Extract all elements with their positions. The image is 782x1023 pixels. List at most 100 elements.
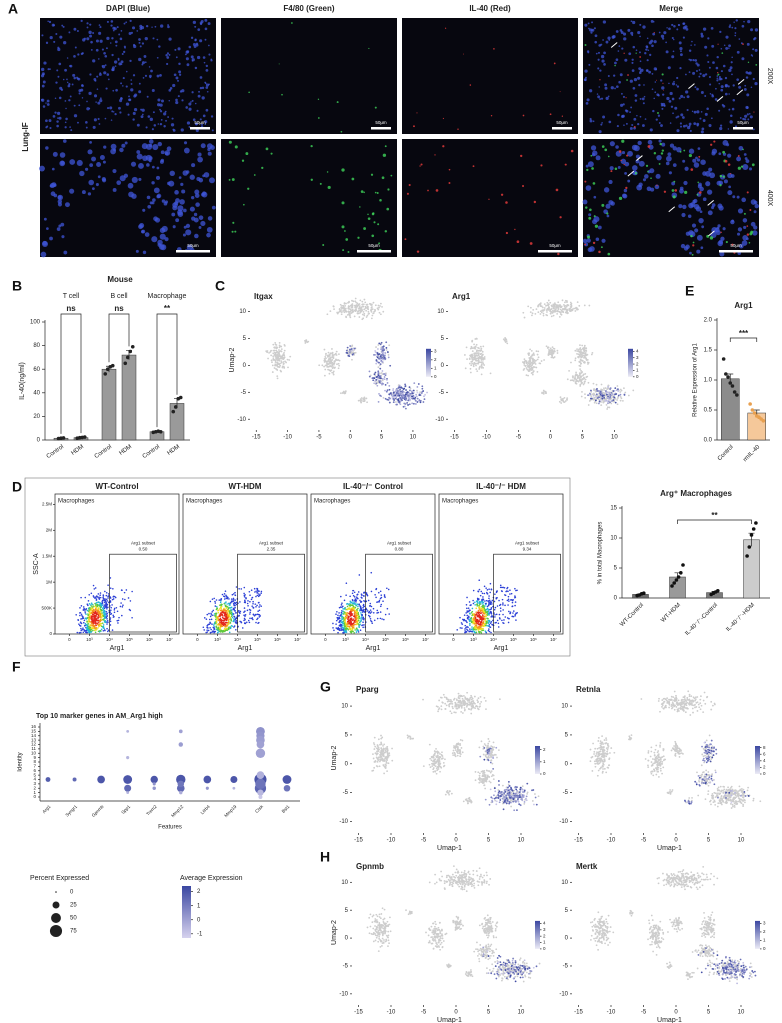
cell-spot bbox=[750, 221, 756, 227]
cell-spot bbox=[721, 103, 724, 107]
cell-point bbox=[358, 305, 361, 307]
cell-spot bbox=[667, 66, 671, 70]
cell-spot bbox=[634, 172, 638, 175]
cell-point bbox=[679, 708, 682, 710]
expressing-cell-point bbox=[408, 403, 411, 406]
expressing-cell-point bbox=[410, 397, 413, 400]
cell-spot bbox=[728, 108, 731, 111]
cell-spot bbox=[186, 63, 190, 67]
cell-point bbox=[620, 397, 623, 400]
cell-point bbox=[441, 751, 443, 754]
cell-spot bbox=[146, 163, 150, 167]
cell-spot bbox=[228, 140, 232, 144]
expressing-cell-point bbox=[513, 793, 516, 795]
cell-point bbox=[601, 741, 604, 744]
expressing-cell-point bbox=[423, 398, 426, 401]
cell-spot bbox=[672, 195, 676, 199]
data-point bbox=[103, 372, 108, 376]
cell-spot bbox=[597, 51, 601, 54]
arrow bbox=[707, 199, 714, 206]
cell-point bbox=[579, 365, 582, 368]
cell-spot bbox=[589, 117, 592, 121]
cell-point bbox=[435, 705, 438, 708]
cell-spot bbox=[754, 48, 758, 52]
expressing-cell-point bbox=[510, 786, 512, 789]
cell-point bbox=[610, 397, 613, 400]
expressing-cell-point bbox=[405, 389, 407, 391]
cell-spot bbox=[753, 200, 758, 205]
cell-point bbox=[585, 350, 588, 352]
cell-spot bbox=[696, 158, 701, 162]
cell-point bbox=[532, 308, 535, 311]
expressing-cell-point bbox=[374, 349, 377, 352]
cell-point bbox=[444, 793, 447, 796]
expressing-cell-point bbox=[589, 397, 592, 400]
cell-spot bbox=[163, 112, 167, 116]
cell-point bbox=[494, 753, 497, 756]
cell-spot bbox=[723, 179, 728, 184]
cell-point bbox=[605, 739, 608, 741]
cell-spot bbox=[605, 203, 611, 209]
cell-point bbox=[422, 765, 425, 768]
scale-bar bbox=[538, 250, 572, 253]
cell-point bbox=[563, 397, 566, 399]
cell-point bbox=[601, 770, 604, 773]
cell-spot bbox=[124, 141, 128, 145]
cell-spot bbox=[660, 124, 663, 127]
cell-point bbox=[377, 308, 380, 311]
x-tick-label: HDM bbox=[166, 444, 181, 457]
cell-spot bbox=[646, 37, 649, 40]
cell-spot bbox=[638, 67, 642, 71]
cell-point bbox=[471, 362, 474, 365]
cell-point bbox=[370, 306, 373, 309]
cell-spot bbox=[601, 59, 605, 63]
cell-spot bbox=[744, 118, 747, 121]
cell-point bbox=[576, 350, 579, 352]
expressing-cell-point bbox=[405, 393, 407, 396]
cell-spot bbox=[174, 48, 177, 51]
cell-spot bbox=[76, 77, 80, 80]
expressing-cell-point bbox=[391, 395, 394, 398]
cell-point bbox=[526, 793, 529, 795]
cell-spot bbox=[742, 117, 745, 121]
cell-spot bbox=[605, 96, 609, 100]
cell-point bbox=[470, 353, 473, 356]
cell-point bbox=[522, 369, 525, 371]
cell-spot bbox=[746, 233, 750, 236]
cell-spot bbox=[164, 237, 169, 242]
cell-point bbox=[273, 367, 276, 369]
cell-spot bbox=[739, 243, 744, 249]
cell-point bbox=[475, 364, 477, 367]
cell-point bbox=[566, 310, 568, 312]
expressing-cell-point bbox=[594, 399, 597, 402]
cell-spot bbox=[582, 199, 588, 205]
cell-spot bbox=[165, 119, 167, 122]
cell-point bbox=[381, 758, 384, 760]
cell-spot bbox=[151, 128, 154, 131]
cell-point bbox=[372, 769, 375, 772]
cell-point bbox=[597, 753, 600, 756]
cell-spot bbox=[728, 25, 731, 28]
cell-spot bbox=[98, 31, 102, 35]
cell-spot bbox=[598, 86, 600, 88]
y-tick-label: 0 bbox=[243, 363, 247, 369]
cell-point bbox=[274, 361, 277, 363]
cell-point bbox=[578, 304, 581, 307]
cell-point bbox=[579, 347, 582, 349]
cell-point bbox=[276, 375, 279, 378]
cell-point bbox=[487, 742, 490, 745]
cell-point bbox=[651, 763, 654, 766]
cell-spot bbox=[727, 85, 730, 88]
cell-spot bbox=[630, 31, 634, 35]
cell-point bbox=[710, 708, 713, 711]
x-tick-label: 5 bbox=[581, 435, 585, 441]
cell-point bbox=[383, 743, 386, 746]
expressing-cell-point bbox=[397, 399, 400, 402]
cell-spot bbox=[599, 69, 602, 72]
cell-spot bbox=[607, 36, 611, 40]
cell-point bbox=[372, 301, 375, 304]
cell-point bbox=[569, 306, 572, 308]
cell-point bbox=[453, 711, 456, 714]
expressing-cell-point bbox=[504, 790, 507, 793]
cell-point bbox=[386, 770, 388, 773]
